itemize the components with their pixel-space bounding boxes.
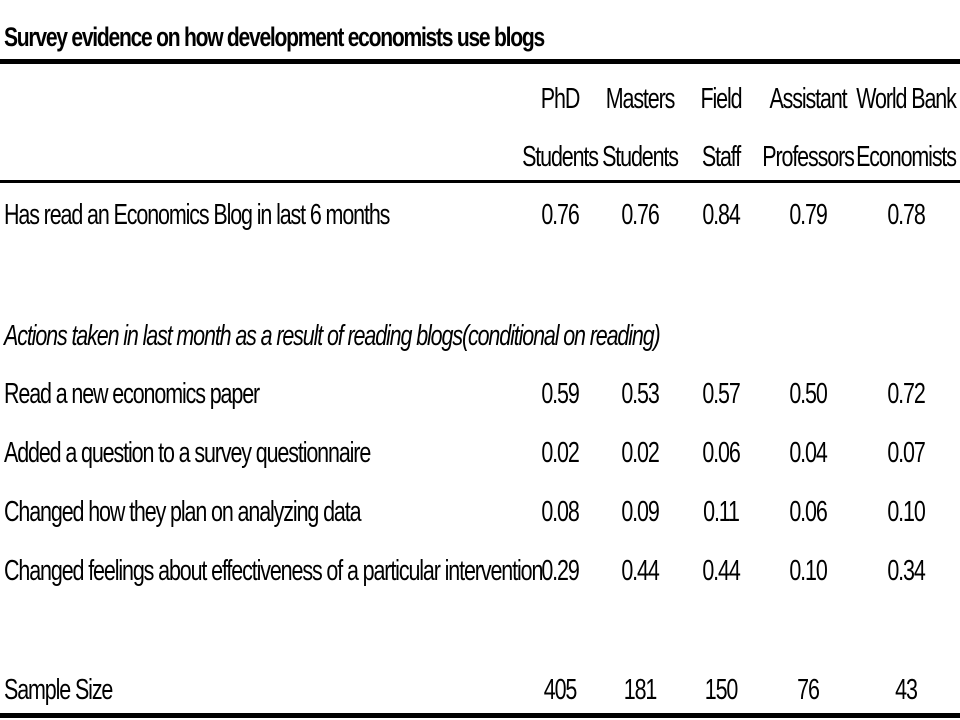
cell-value: 0.57 — [702, 378, 740, 410]
table-title: Survey evidence on how development econo… — [4, 22, 545, 52]
cell-value: 0.76 — [621, 199, 659, 231]
cell-value: 0.44 — [702, 555, 740, 587]
row-label-added-question: Added a question to a survey questionnai… — [4, 437, 371, 469]
cell-value: 0.72 — [887, 378, 925, 410]
row-label-has-read: Has read an Economics Blog in last 6 mon… — [4, 199, 390, 231]
cell-value: 150 — [704, 674, 739, 706]
cell-value: 0.10 — [789, 555, 827, 587]
cell-value: 0.50 — [789, 378, 827, 410]
row-label-sample-size: Sample Size — [4, 674, 113, 706]
cell-value: 181 — [623, 674, 658, 706]
cell-value: 0.76 — [541, 199, 579, 231]
cell-value: 0.84 — [702, 199, 740, 231]
col-header-field-line1: Field — [700, 83, 743, 115]
col-header-assistant-line1: Assistant — [769, 83, 847, 115]
cell-value: 0.34 — [887, 555, 925, 587]
cell-value: 0.04 — [789, 437, 827, 469]
col-header-assistant-line2: Professors — [762, 141, 855, 173]
top-rule — [0, 59, 960, 64]
header-rule — [0, 180, 960, 183]
cell-value: 405 — [543, 674, 578, 706]
cell-value: 0.07 — [887, 437, 925, 469]
row-label-read-paper: Read a new economics paper — [4, 378, 260, 410]
cell-value: 0.53 — [621, 378, 659, 410]
cell-value: 43 — [895, 674, 918, 706]
bottom-rule — [0, 713, 960, 718]
col-header-phd-line1: PhD — [540, 83, 581, 115]
cell-value: 0.02 — [621, 437, 659, 469]
row-label-changed-analysis: Changed how they plan on analyzing data — [4, 496, 362, 528]
col-header-worldbank-line1: World Bank — [856, 83, 957, 115]
cell-value: 0.11 — [703, 496, 740, 528]
col-header-worldbank-line2: Economists — [856, 141, 957, 173]
col-header-masters-line2: Students — [602, 141, 679, 173]
cell-value: 0.59 — [541, 378, 579, 410]
row-label-changed-feelings: Changed feelings about effectiveness of … — [4, 555, 543, 587]
cell-value: 0.29 — [541, 555, 579, 587]
cell-value: 0.09 — [621, 496, 659, 528]
cell-value: 0.02 — [541, 437, 579, 469]
cell-value: 0.06 — [702, 437, 740, 469]
cell-value: 0.44 — [621, 555, 659, 587]
cell-value: 0.78 — [887, 199, 925, 231]
cell-value: 0.06 — [789, 496, 827, 528]
col-header-masters-line1: Masters — [605, 83, 676, 115]
col-header-phd-line2: Students — [522, 141, 599, 173]
section-heading-actions: Actions taken in last month as a result … — [4, 320, 661, 352]
col-header-field-line2: Staff — [701, 141, 741, 173]
cell-value: 0.08 — [541, 496, 579, 528]
cell-value: 76 — [797, 674, 820, 706]
cell-value: 0.79 — [789, 199, 827, 231]
cell-value: 0.10 — [887, 496, 925, 528]
